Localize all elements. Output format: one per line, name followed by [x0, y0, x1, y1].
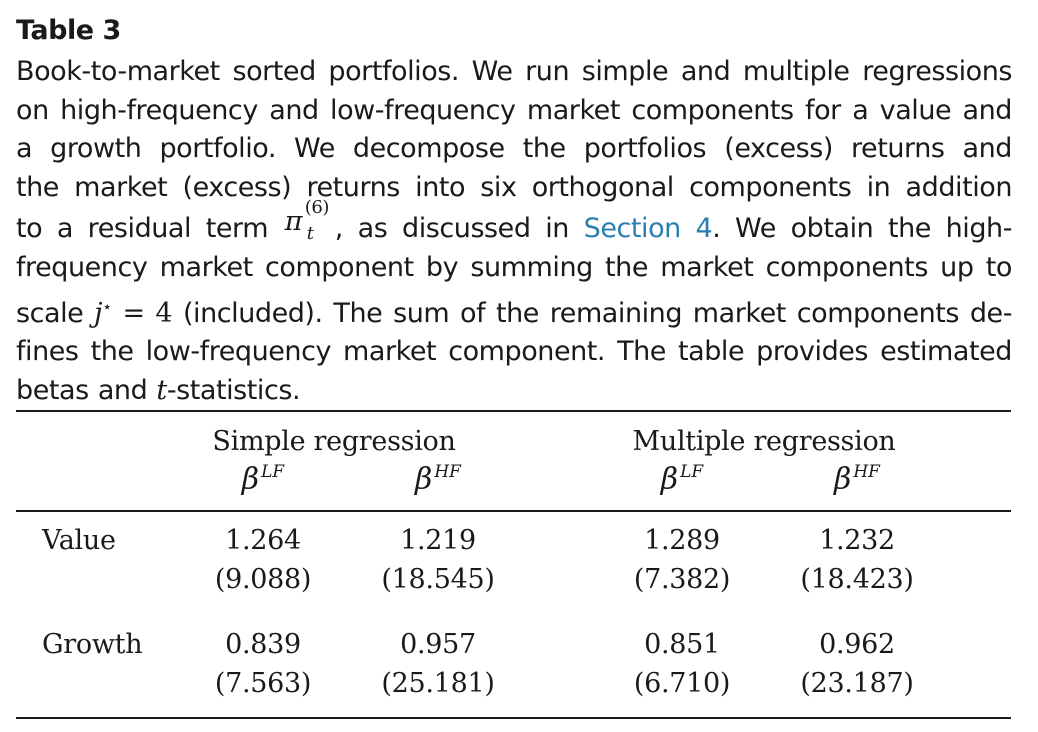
- caption-text: scale: [16, 297, 84, 329]
- table-title: Table 3: [16, 15, 121, 46]
- column-header-beta-hf-multiple: β HF: [834, 462, 880, 500]
- table-cell-tstat: (23.187): [800, 668, 914, 699]
- table-cell-beta: 0.851: [644, 629, 720, 660]
- beta-symbol: β: [660, 462, 679, 497]
- caption-line: on high-frequency and low-frequency mark…: [16, 94, 1012, 126]
- beta-superscript: HF: [434, 462, 461, 482]
- table-bottom-rule: [16, 717, 1011, 719]
- caption-text: to a residual term: [16, 213, 269, 245]
- beta-superscript: HF: [853, 462, 880, 482]
- beta-superscript: LF: [680, 462, 704, 482]
- pi-symbol: π: [284, 206, 303, 238]
- star-superscript: ⋆: [102, 296, 112, 316]
- pi-subscript: t: [306, 223, 314, 245]
- beta-symbol: β: [834, 462, 852, 497]
- table-cell-beta: 1.219: [400, 525, 476, 556]
- scale-equation: = 4: [111, 297, 173, 329]
- caption-text: , as discussed in: [334, 213, 570, 245]
- beta-superscript: LF: [261, 462, 285, 482]
- table-cell-tstat: (18.545): [381, 564, 495, 595]
- t-variable: t: [156, 374, 167, 406]
- caption-line: scale j⋆ = 4 (included). The sum of the …: [16, 288, 1012, 334]
- table-cell-beta: 1.264: [225, 525, 301, 556]
- table-cell-tstat: (25.181): [381, 668, 495, 699]
- row-label-growth: Growth: [42, 629, 143, 660]
- table-cell-beta: 1.289: [644, 525, 720, 556]
- table-caption: Book-to-market sorted portfolios. We run…: [16, 53, 1012, 410]
- beta-symbol: β: [415, 462, 433, 497]
- section-link[interactable]: Section 4: [583, 213, 713, 245]
- caption-text: -statistics.: [166, 374, 301, 406]
- caption-text: (included). The sum of the remaining mar…: [182, 297, 1012, 329]
- table-cell-tstat: (9.088): [214, 564, 312, 595]
- group-header-multiple: Multiple regression: [632, 426, 896, 457]
- caption-line: fines the low-frequency market component…: [16, 336, 1012, 368]
- table-cell-tstat: (7.382): [633, 564, 731, 595]
- table-cell-tstat: (6.710): [633, 668, 731, 699]
- caption-line: frequency market component by summing th…: [16, 251, 1012, 283]
- column-header-beta-lf-simple: β LF: [241, 462, 285, 500]
- caption-line: a growth portfolio. We decompose the por…: [16, 133, 1012, 165]
- row-label-value: Value: [42, 525, 116, 556]
- table-cell-beta: 0.839: [225, 629, 301, 660]
- table-cell-tstat: (18.423): [800, 564, 914, 595]
- group-header-simple: Simple regression: [212, 426, 456, 457]
- column-header-beta-hf-simple: β HF: [415, 462, 461, 500]
- table-cell-beta: 0.962: [819, 629, 895, 660]
- table-cell-beta: 0.957: [400, 629, 476, 660]
- caption-line: betas and t-statistics.: [16, 372, 1012, 411]
- pi-residual-symbol: π (6) t: [283, 197, 335, 244]
- caption-text: . We obtain the high-: [712, 213, 1012, 245]
- caption-line: the market (excess) returns into six ort…: [16, 171, 1012, 203]
- caption-line: to a residual term π (6) t , as discussed i…: [16, 197, 1012, 249]
- beta-symbol: β: [241, 462, 260, 497]
- table-header-rule: [16, 510, 1011, 512]
- column-header-beta-lf-multiple: β LF: [660, 462, 704, 500]
- table-top-rule: [16, 410, 1011, 412]
- table-cell-tstat: (7.563): [214, 668, 312, 699]
- caption-text: betas and: [16, 374, 148, 406]
- scale-variable: j: [94, 297, 103, 329]
- pi-superscript: (6): [304, 197, 330, 219]
- caption-line: Book-to-market sorted portfolios. We run…: [16, 56, 1012, 87]
- table-cell-beta: 1.232: [819, 525, 895, 556]
